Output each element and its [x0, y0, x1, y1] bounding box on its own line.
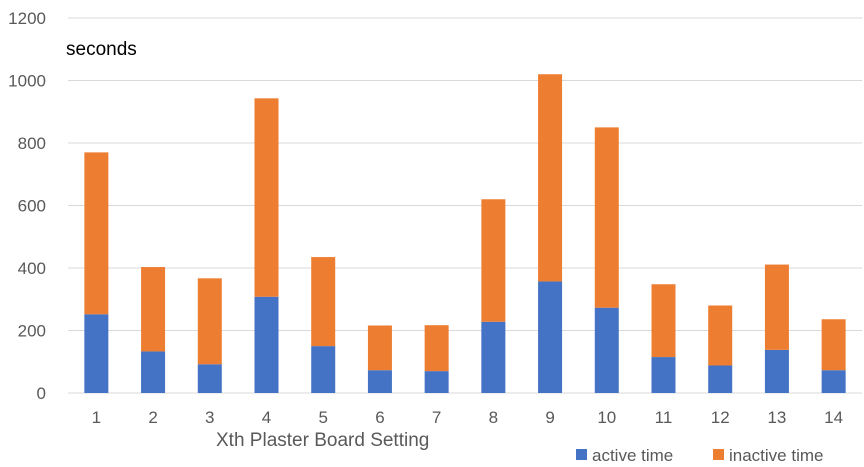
bar-inactive-7 [424, 325, 449, 372]
x-tick-label: 6 [375, 408, 384, 427]
y-tick-label: 1000 [8, 72, 46, 91]
bar-active-5 [311, 346, 336, 393]
x-tick-label: 9 [545, 408, 554, 427]
x-tick-label: 13 [767, 408, 786, 427]
bar-inactive-3 [197, 278, 222, 365]
legend-swatch-inactive [713, 449, 724, 460]
bar-inactive-6 [367, 325, 392, 371]
y-axis-label: seconds [66, 39, 137, 60]
bar-inactive-5 [311, 257, 336, 347]
x-tick-label: 4 [262, 408, 271, 427]
y-tick-label: 0 [37, 384, 46, 403]
x-tick-label: 3 [205, 408, 214, 427]
bar-active-12 [708, 365, 733, 393]
y-tick-label: 1200 [8, 9, 46, 28]
bar-active-3 [197, 364, 222, 393]
y-tick-label: 200 [18, 322, 46, 341]
bar-active-2 [141, 351, 166, 393]
bar-inactive-12 [708, 305, 733, 366]
bars [84, 74, 846, 393]
x-tick-label: 2 [148, 408, 157, 427]
bar-active-13 [764, 349, 789, 393]
y-tick-label: 400 [18, 259, 46, 278]
x-tick-label: 5 [318, 408, 327, 427]
bar-inactive-4 [254, 98, 279, 297]
x-tick-label: 14 [824, 408, 843, 427]
bar-inactive-13 [764, 264, 789, 350]
x-tick-label: 7 [432, 408, 441, 427]
bar-active-11 [651, 357, 676, 393]
bar-active-8 [481, 321, 506, 393]
x-tick-label: 1 [92, 408, 101, 427]
legend-swatch-active [576, 449, 587, 460]
bar-active-9 [538, 281, 563, 393]
bar-inactive-9 [538, 74, 563, 282]
bar-inactive-11 [651, 284, 676, 358]
legend-label-active: active time [592, 446, 673, 465]
bar-active-1 [84, 314, 109, 393]
x-tick-label: 8 [489, 408, 498, 427]
bar-active-4 [254, 296, 279, 393]
x-tick-label: 12 [711, 408, 730, 427]
y-tick-label: 800 [18, 134, 46, 153]
bar-inactive-2 [141, 267, 166, 352]
legend: active time inactive time [576, 446, 823, 465]
bar-active-6 [367, 370, 392, 393]
x-tick-label: 10 [597, 408, 616, 427]
x-axis-label: Xth Plaster Board Setting [216, 430, 429, 451]
x-tick-label: 11 [655, 408, 673, 427]
bar-inactive-14 [821, 319, 846, 371]
y-tick-label: 600 [18, 197, 46, 216]
x-axis-ticks: 1 2 3 4 5 6 7 8 9 10 11 12 13 14 [92, 408, 843, 427]
bar-inactive-8 [481, 199, 506, 322]
gridlines [68, 17, 862, 394]
legend-label-inactive: inactive time [729, 446, 823, 465]
bar-inactive-10 [594, 127, 619, 308]
bar-inactive-1 [84, 152, 109, 315]
bar-active-7 [424, 371, 449, 393]
bar-active-10 [594, 307, 619, 393]
y-axis-ticks: 0 200 400 600 800 1000 1200 [8, 9, 46, 403]
bar-active-14 [821, 370, 846, 393]
